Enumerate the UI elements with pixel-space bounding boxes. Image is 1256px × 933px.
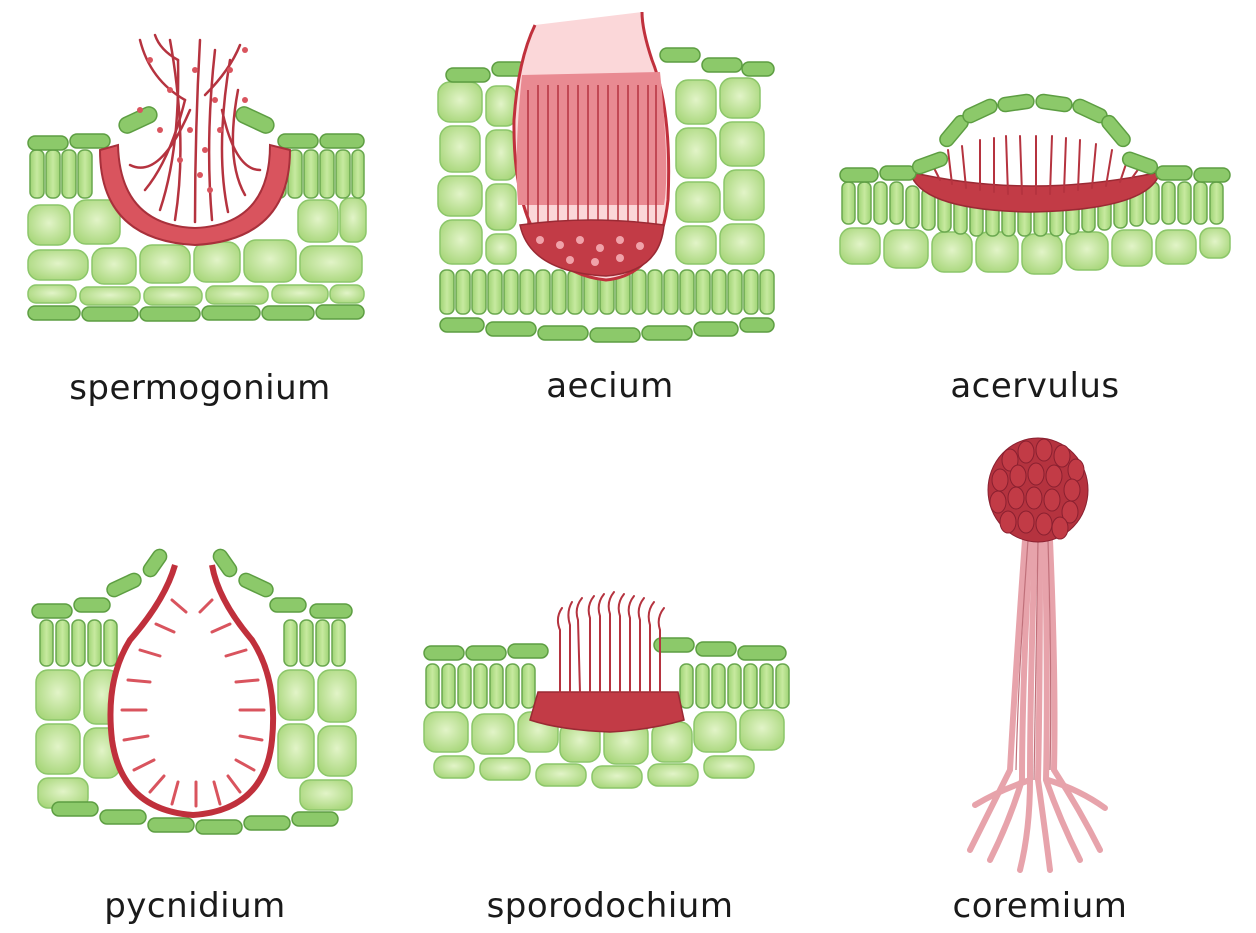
aeciospore-mass [517,72,667,205]
lower-epidermis [28,305,364,321]
pycnidium-illustration [0,520,400,860]
pycnidium-wall [110,565,273,815]
sporodochium-illustration [410,580,810,800]
label-coremium: coremium [930,886,1150,926]
acervulus-illustration [830,0,1240,300]
panel-spermogonium: spermogonium [0,0,400,420]
label-sporodochium: sporodochium [410,886,810,926]
spermogonium-illustration [0,0,400,340]
label-acervulus: acervulus [830,366,1240,406]
label-spermogonium: spermogonium [0,368,400,408]
label-pycnidium: pycnidium [0,886,390,926]
panel-aecium: aecium [420,0,800,420]
epidermis [424,638,786,660]
label-aecium: aecium [420,366,800,406]
coremium-illustration [930,430,1150,880]
sporodochium-stroma [530,692,684,732]
mesophyll-cells [28,198,366,305]
panel-pycnidium: pycnidium [0,520,400,933]
mesophyll-cells [840,228,1230,274]
aecium-illustration [420,0,800,360]
palisade-cells [30,150,364,198]
panel-acervulus: acervulus [830,0,1240,420]
spermatia-hyphae [130,35,260,222]
conidiophores [558,592,664,692]
panel-sporodochium: sporodochium [410,580,810,933]
panel-coremium: coremium [930,430,1150,933]
